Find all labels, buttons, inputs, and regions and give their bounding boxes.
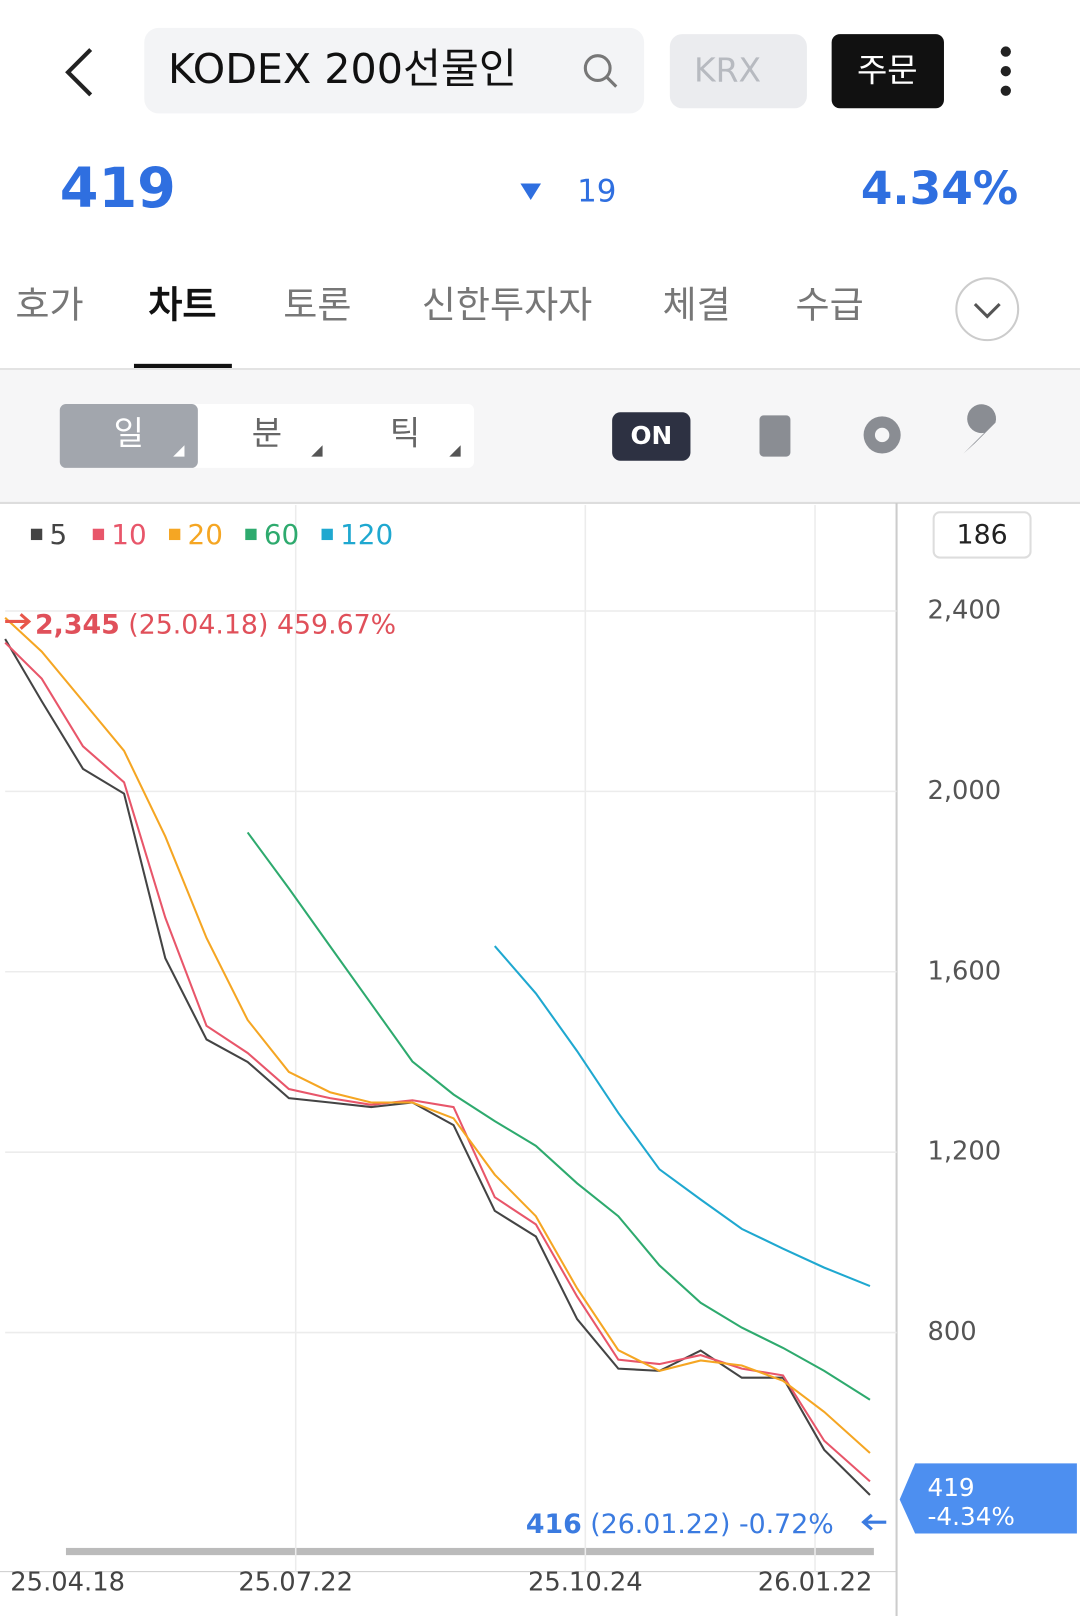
chart: 2,400 2,000 1,600 1,200 800 25.04.18 25.07.22 2… <box>4 505 1001 1597</box>
order-label: 주문 <box>857 51 918 90</box>
period-caret <box>173 445 185 457</box>
ma-line <box>4 617 871 1454</box>
min-annotation: 416 (26.01.22) -0.72% <box>526 1509 834 1540</box>
exchange-label: KRX <box>694 51 761 90</box>
tab-expand[interactable] <box>955 277 1020 342</box>
more-menu[interactable] <box>1000 46 1011 96</box>
current-rate: -4.34% <box>927 1502 1014 1531</box>
legend-swatch <box>245 528 257 541</box>
y-tick-label: 1,600 <box>927 956 1001 986</box>
order-button[interactable] <box>831 34 944 109</box>
legend-swatch <box>321 528 333 541</box>
min-date: (26.01.22) <box>590 1509 730 1540</box>
ma-line <box>246 831 871 1401</box>
stock-name: KODEX 200선물인 <box>168 45 517 93</box>
y-tick-label: 2,400 <box>927 596 1001 626</box>
settings-icon-hole <box>874 427 890 443</box>
search-icon[interactable] <box>583 54 612 82</box>
legend-label: 20 <box>188 518 223 551</box>
tab-underline <box>133 363 232 369</box>
legend-label: 10 <box>111 518 146 551</box>
max-rate: 459.67% <box>277 609 396 640</box>
y-tick-label: 800 <box>927 1317 976 1347</box>
y-tick-label: 2,000 <box>927 776 1001 806</box>
period-selected <box>59 404 198 468</box>
ma-line <box>4 638 871 1496</box>
exchange-button[interactable] <box>669 34 807 109</box>
x-tick-label: 25.04.18 <box>10 1567 125 1597</box>
tools-icon[interactable] <box>963 404 997 454</box>
scrollbar[interactable] <box>65 1547 874 1556</box>
count-box[interactable] <box>932 511 1032 559</box>
toggle-label: ON <box>630 421 672 450</box>
period-label[interactable]: 분 <box>252 413 282 452</box>
max-annotation: 2,345 (25.04.18) 459.67% <box>35 609 396 640</box>
price: 419 <box>60 156 176 221</box>
search-box[interactable] <box>144 27 645 114</box>
x-tick-label: 25.10.24 <box>528 1567 643 1597</box>
legend-label: 60 <box>264 518 299 551</box>
tab[interactable]: 수급 <box>795 284 863 327</box>
visible-count: 186 <box>957 519 1008 550</box>
back-button[interactable] <box>65 48 93 97</box>
max-arrow <box>5 613 32 630</box>
tab[interactable]: 체결 <box>663 284 731 327</box>
search-icon-handle <box>605 76 618 88</box>
y-tick-label: 1,200 <box>927 1137 1001 1167</box>
tab-expand-icon <box>973 302 1001 319</box>
tab[interactable]: 토론 <box>283 284 351 327</box>
legend-swatch <box>30 528 43 541</box>
ma-line <box>4 641 871 1483</box>
tab[interactable]: 호가 <box>15 284 83 327</box>
current-price: 419 <box>927 1473 974 1502</box>
min-arrow <box>861 1513 887 1531</box>
current-price-tag <box>899 1463 1077 1534</box>
max-date: (25.04.18) <box>128 609 268 640</box>
legend-label: 120 <box>340 518 393 551</box>
rotate-icon[interactable] <box>759 415 791 457</box>
tab[interactable]: 신한투자자 <box>422 284 593 327</box>
max-value: 2,345 <box>35 609 120 640</box>
legend-label: 5 <box>49 518 67 551</box>
x-tick-label: 25.07.22 <box>238 1567 353 1597</box>
x-tick-label: 26.01.22 <box>758 1567 873 1597</box>
toggle-on[interactable] <box>612 412 691 461</box>
min-value: 416 <box>526 1509 582 1540</box>
down-arrow <box>520 183 542 200</box>
tab-bar: 호가 차트 토론 신한투자자 체결 수급 <box>15 284 863 327</box>
period-caret <box>449 445 461 457</box>
tab[interactable]: 차트 <box>148 284 216 327</box>
period-label[interactable]: 일 <box>114 413 144 452</box>
change: 19 <box>577 173 616 209</box>
min-rate: -0.72% <box>739 1509 834 1540</box>
period-label[interactable]: 틱 <box>390 413 420 452</box>
ma-line <box>493 945 871 1288</box>
change-rate: 4.34% <box>861 162 1018 215</box>
legend-swatch <box>169 528 181 541</box>
legend-swatch <box>92 528 105 541</box>
